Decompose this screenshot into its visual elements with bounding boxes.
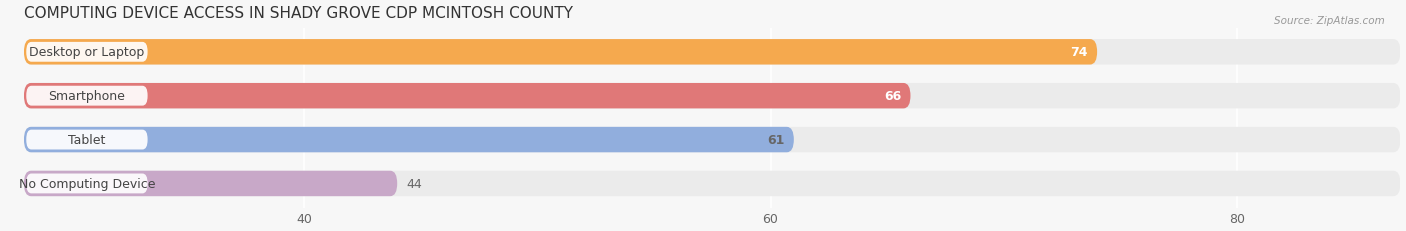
- Text: COMPUTING DEVICE ACCESS IN SHADY GROVE CDP MCINTOSH COUNTY: COMPUTING DEVICE ACCESS IN SHADY GROVE C…: [24, 6, 572, 21]
- Text: 74: 74: [1070, 46, 1088, 59]
- FancyBboxPatch shape: [24, 127, 1400, 153]
- FancyBboxPatch shape: [27, 43, 148, 62]
- Text: Tablet: Tablet: [69, 134, 105, 146]
- FancyBboxPatch shape: [24, 40, 1400, 65]
- FancyBboxPatch shape: [27, 86, 148, 106]
- FancyBboxPatch shape: [24, 127, 794, 153]
- Text: 61: 61: [768, 134, 785, 146]
- Text: 66: 66: [884, 90, 901, 103]
- Text: Source: ZipAtlas.com: Source: ZipAtlas.com: [1274, 16, 1385, 26]
- FancyBboxPatch shape: [24, 40, 1097, 65]
- FancyBboxPatch shape: [24, 84, 911, 109]
- FancyBboxPatch shape: [27, 174, 148, 194]
- Text: Smartphone: Smartphone: [48, 90, 125, 103]
- Text: 44: 44: [406, 177, 422, 190]
- FancyBboxPatch shape: [24, 84, 1400, 109]
- Text: No Computing Device: No Computing Device: [18, 177, 155, 190]
- FancyBboxPatch shape: [24, 171, 398, 196]
- FancyBboxPatch shape: [27, 130, 148, 150]
- FancyBboxPatch shape: [24, 171, 1400, 196]
- Text: Desktop or Laptop: Desktop or Laptop: [30, 46, 145, 59]
